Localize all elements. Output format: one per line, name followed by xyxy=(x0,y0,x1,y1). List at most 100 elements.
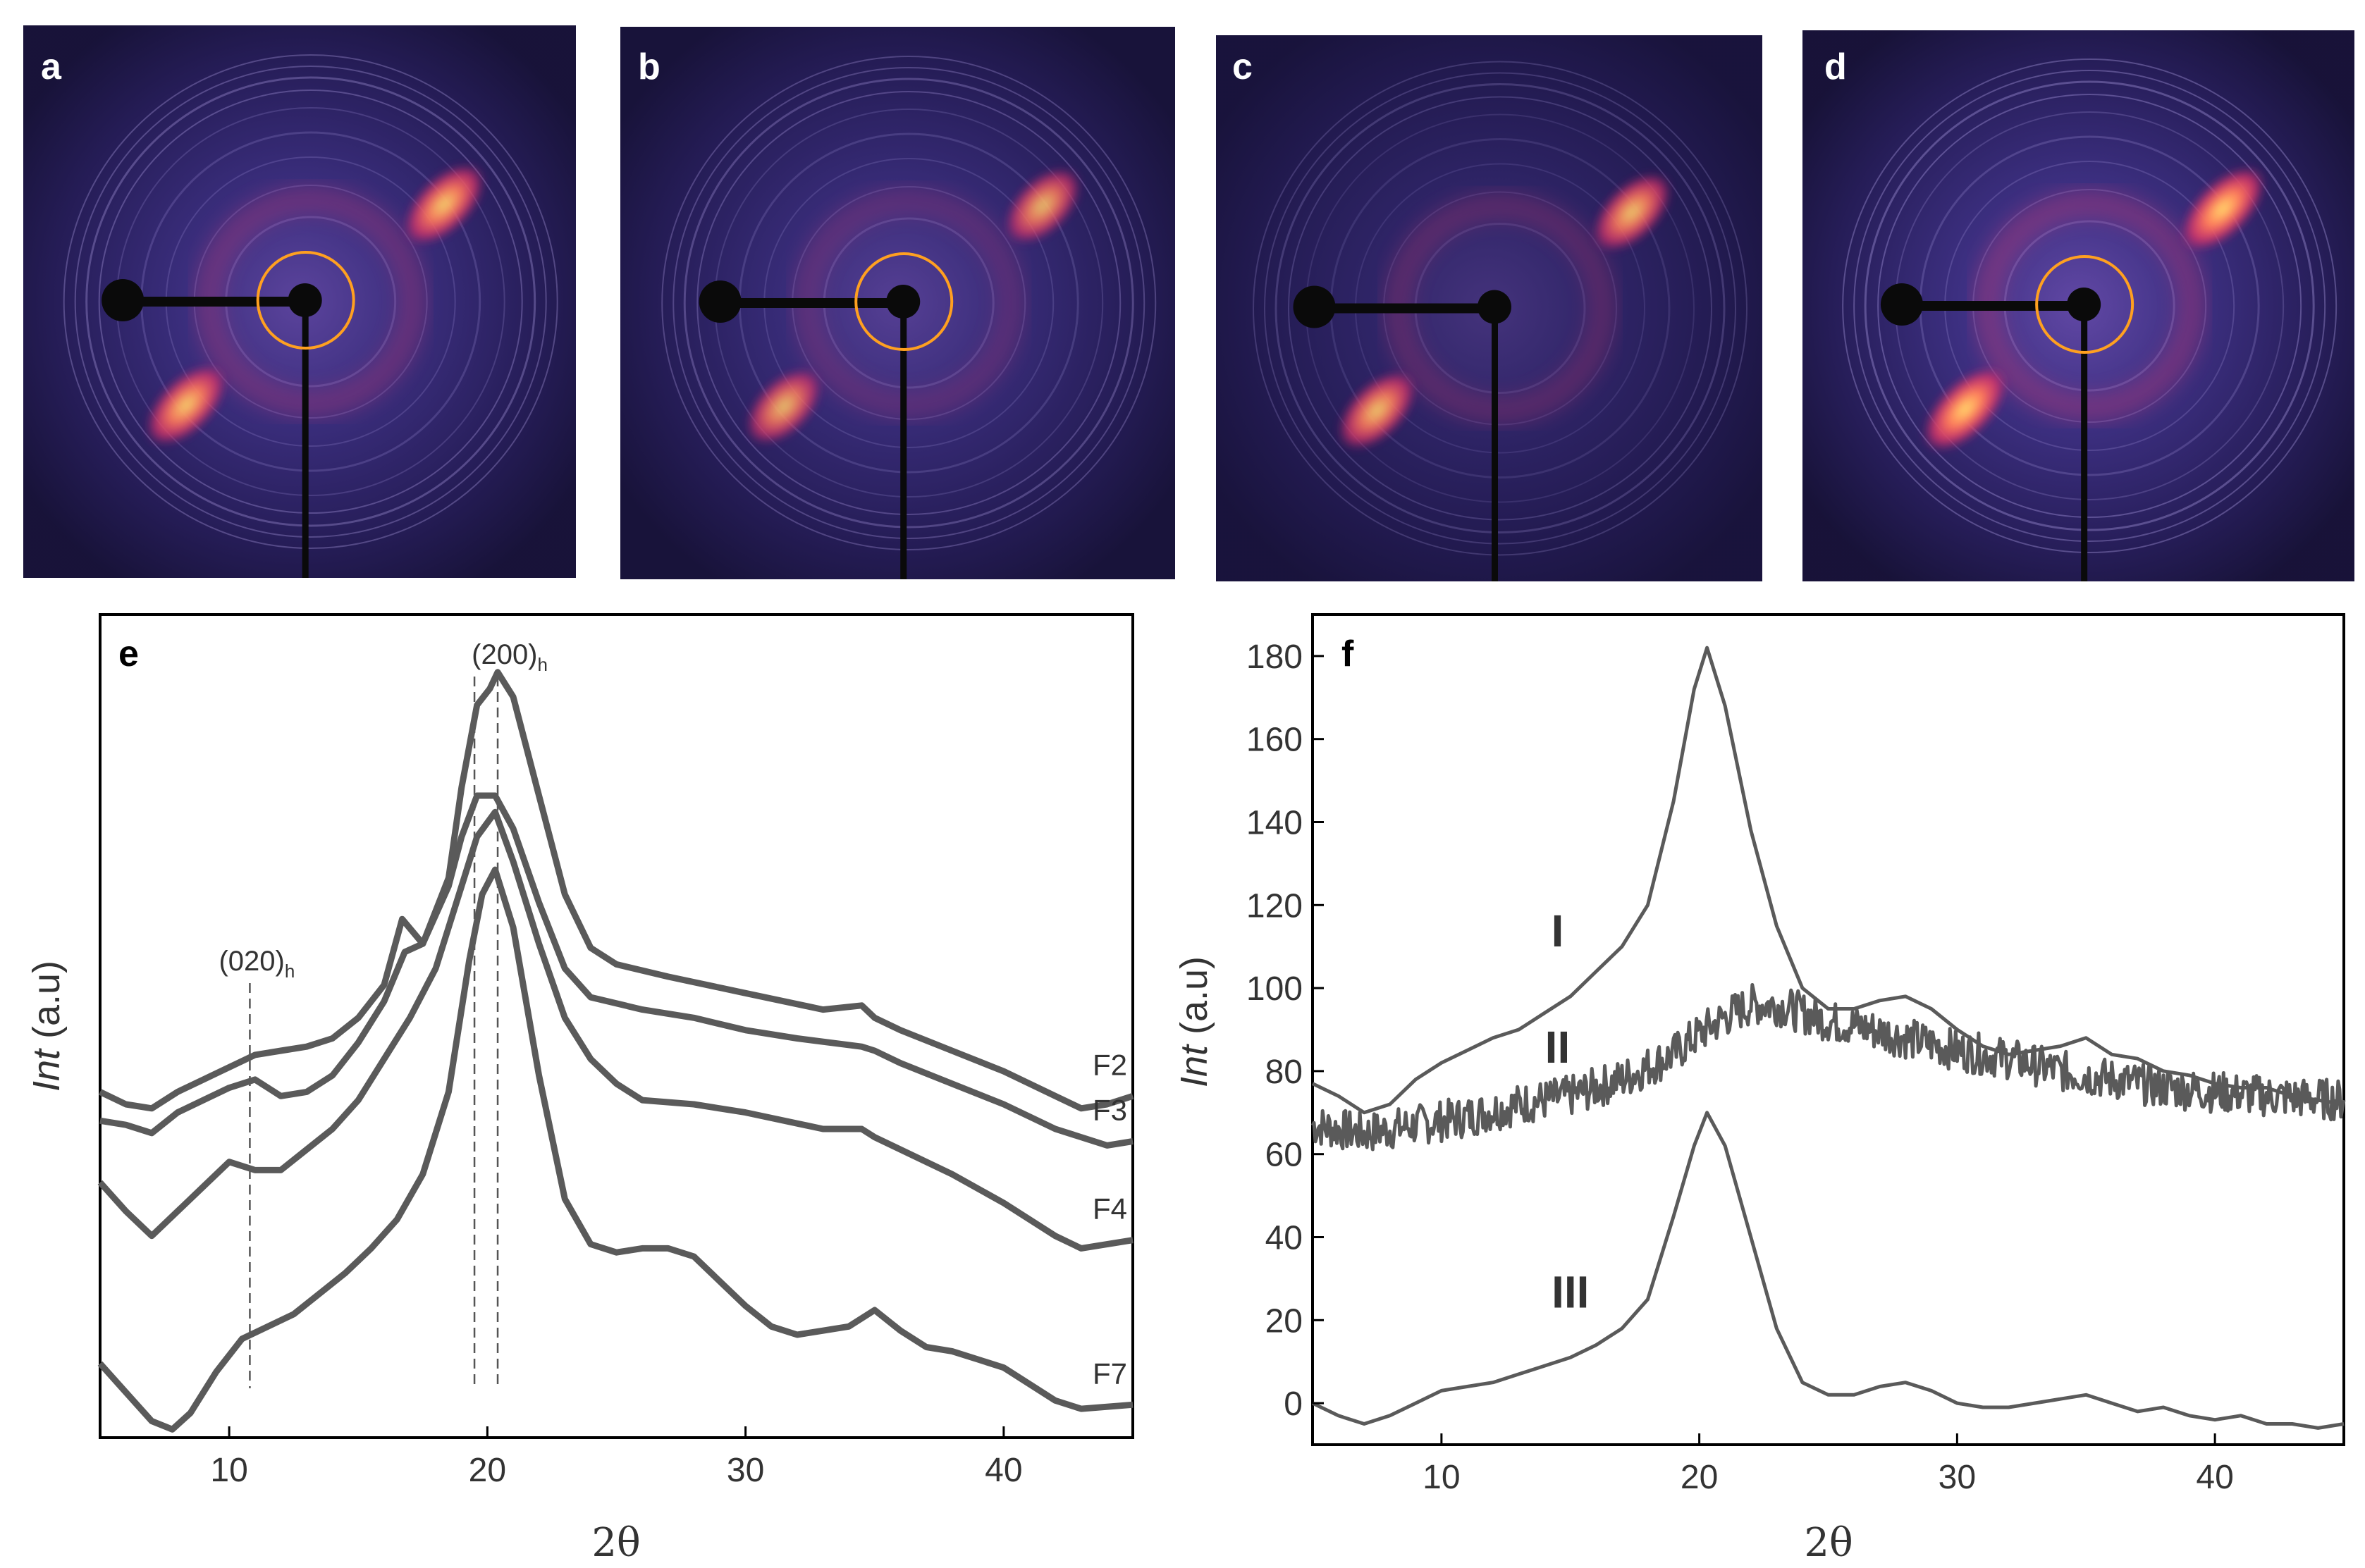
series-group-e: F2 F3 F4 F7 xyxy=(97,669,1134,1433)
beam-stop-knob xyxy=(699,280,742,323)
x-tick-label: 20 xyxy=(469,1452,506,1489)
calibration-ring xyxy=(2035,255,2134,354)
pattern-panel-d xyxy=(1802,30,2354,581)
equatorial-reflection xyxy=(1337,371,1417,450)
y-tick-label: 100 xyxy=(1246,970,1303,1008)
guide-label: (020)h xyxy=(219,946,295,982)
series-line-F3 xyxy=(99,792,1134,1149)
series-label-F4: F4 xyxy=(1093,1192,1127,1226)
diffraction-ring xyxy=(1864,80,2315,531)
beam-stop-arm xyxy=(720,298,904,308)
series-line-F4 xyxy=(97,808,1134,1252)
series-label-F7: F7 xyxy=(1093,1357,1127,1390)
x-axis-label-f: 2θ xyxy=(1804,1520,1853,1566)
y-axis-label-f: Int (a.u) xyxy=(1173,956,1215,1087)
x-tick-label: 40 xyxy=(2196,1459,2233,1496)
guide-label-subscript: h xyxy=(538,654,548,675)
equatorial-reflection xyxy=(403,163,486,246)
x-tick-label: 10 xyxy=(1423,1459,1460,1496)
diffraction-ring xyxy=(1853,70,2326,542)
diffraction-ring xyxy=(1264,72,1736,545)
calibration-ring xyxy=(256,251,355,350)
y-axis-label-f-rest: (a.u) xyxy=(1173,956,1215,1045)
y-tick-label: 140 xyxy=(1246,805,1303,842)
beam-stop-center xyxy=(1478,290,1511,324)
calibration-ring xyxy=(854,252,954,351)
equatorial-reflection xyxy=(745,368,823,445)
panel-label-a: a xyxy=(41,47,62,87)
diffraction-ring xyxy=(1253,61,1747,556)
y-tick-label: 120 xyxy=(1246,887,1303,925)
equatorial-reflection xyxy=(2180,166,2266,252)
y-tick-label: 20 xyxy=(1265,1302,1303,1340)
diffraction-ring xyxy=(63,54,558,549)
x-tick-label: 30 xyxy=(727,1452,764,1489)
beam-stop-arm xyxy=(1901,301,2084,311)
panel-label-b: b xyxy=(638,47,661,87)
x-tick-label: 30 xyxy=(1939,1459,1976,1496)
diffraction-ring xyxy=(1842,58,2338,553)
panel-label-e: e xyxy=(118,634,139,674)
series-label-II: II xyxy=(1545,1022,1571,1073)
y-tick-label: 180 xyxy=(1246,638,1303,676)
beam-stop-rod xyxy=(1492,308,1498,581)
ticks-e: 10 20 30 40 xyxy=(210,1426,1023,1489)
plot-frame-e xyxy=(99,613,1134,1439)
beam-stop-rod xyxy=(2081,306,2088,581)
ticks-f: 10 20 30 40 0 20 40 60 80 100 120 140 160 180 xyxy=(1246,638,2234,1496)
series-line-F2 xyxy=(99,669,1134,1112)
diffraction-ring xyxy=(661,56,1157,550)
chart-e: (020)h (200)h F2 F3 F4 F7 10 20 30 40 e 2θ Int … xyxy=(25,613,1134,1566)
y-tick-label: 80 xyxy=(1265,1054,1303,1091)
equatorial-reflection xyxy=(1592,172,1672,252)
panel-label-c: c xyxy=(1232,47,1253,87)
diffraction-ring xyxy=(683,78,1134,529)
beam-stop-knob xyxy=(1880,283,1923,326)
panel-label-d: d xyxy=(1824,47,1847,87)
equatorial-reflection xyxy=(1922,366,2008,452)
beam-stop-knob xyxy=(102,279,145,321)
guide-lines-e: (020)h (200)h xyxy=(219,639,548,1388)
series-label-F3: F3 xyxy=(1093,1094,1127,1127)
series-label-I: I xyxy=(1552,906,1564,956)
beam-stop-rod xyxy=(900,303,907,579)
series-label-F2: F2 xyxy=(1093,1048,1127,1081)
pattern-panel-a xyxy=(23,25,576,578)
diffraction-ring xyxy=(1288,96,1712,521)
diffraction-ring xyxy=(85,76,536,527)
x-axis-label-e: 2θ xyxy=(591,1520,640,1566)
beam-stop-center xyxy=(288,283,322,317)
series-group-f xyxy=(1310,646,2346,1430)
y-tick-label: 40 xyxy=(1265,1220,1303,1257)
pattern-panel-c xyxy=(1216,35,1762,581)
guide-label-subscript: h xyxy=(285,961,295,982)
y-tick-label: 160 xyxy=(1246,722,1303,759)
beam-stop-arm xyxy=(123,297,305,307)
y-axis-label-e-rest: (a.u) xyxy=(25,961,68,1049)
equatorial-reflection xyxy=(1004,167,1081,245)
diffraction-ring xyxy=(1274,83,1726,533)
x-tick-label: 20 xyxy=(1681,1459,1718,1496)
panel-label-f: f xyxy=(1341,634,1354,674)
diffraction-ring xyxy=(74,66,547,538)
guide-label: (200)h xyxy=(472,639,548,675)
beam-stop-center xyxy=(2067,288,2101,321)
y-axis-label-e-italic: Int xyxy=(25,1048,68,1092)
y-tick-label: 0 xyxy=(1284,1385,1303,1423)
y-tick-label: 60 xyxy=(1265,1137,1303,1174)
diffraction-ring xyxy=(672,67,1145,539)
beam-stop-arm xyxy=(1314,303,1494,314)
beam-stop-center xyxy=(886,285,921,319)
diffraction-ring xyxy=(696,91,1122,515)
x-tick-label: 10 xyxy=(210,1452,247,1489)
x-tick-label: 40 xyxy=(985,1452,1022,1489)
beam-stop-knob xyxy=(1293,285,1336,328)
series-line-F7 xyxy=(97,866,1134,1433)
beam-stop-rod xyxy=(302,302,309,578)
y-axis-label-e: Int (a.u) xyxy=(25,961,68,1092)
series-line-III xyxy=(1311,1111,2345,1430)
pattern-panel-b xyxy=(620,27,1175,579)
diffraction-ring xyxy=(1877,94,2302,518)
